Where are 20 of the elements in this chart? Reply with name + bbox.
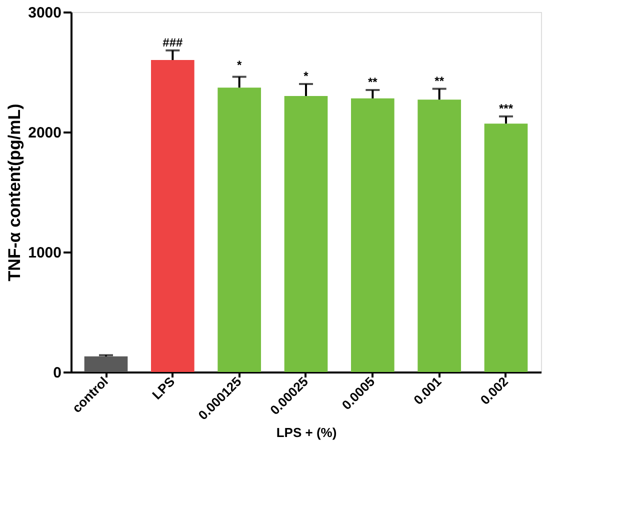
x-tick-label: LPS <box>149 374 178 402</box>
annotation: * <box>236 58 242 72</box>
x-axis-title: LPS + (%) <box>276 424 337 440</box>
y-tick-label: 2000 <box>28 124 62 142</box>
annotation: *** <box>498 101 514 116</box>
bar <box>418 100 461 372</box>
y-tick-label: 1000 <box>28 244 62 262</box>
y-tick-label: 3000 <box>28 4 62 22</box>
y-tick-label: 0 <box>53 364 62 382</box>
annotation: ** <box>368 75 378 89</box>
y-axis-title: TNF-α content(pg/mL) <box>5 104 24 282</box>
bar <box>284 96 328 372</box>
bar <box>351 98 394 372</box>
bar <box>151 60 194 372</box>
bar <box>484 124 528 372</box>
annotation: ** <box>434 74 444 88</box>
bar <box>84 356 128 372</box>
annotation: * <box>304 69 309 83</box>
annotation: ### <box>162 35 183 50</box>
bar <box>218 88 261 372</box>
